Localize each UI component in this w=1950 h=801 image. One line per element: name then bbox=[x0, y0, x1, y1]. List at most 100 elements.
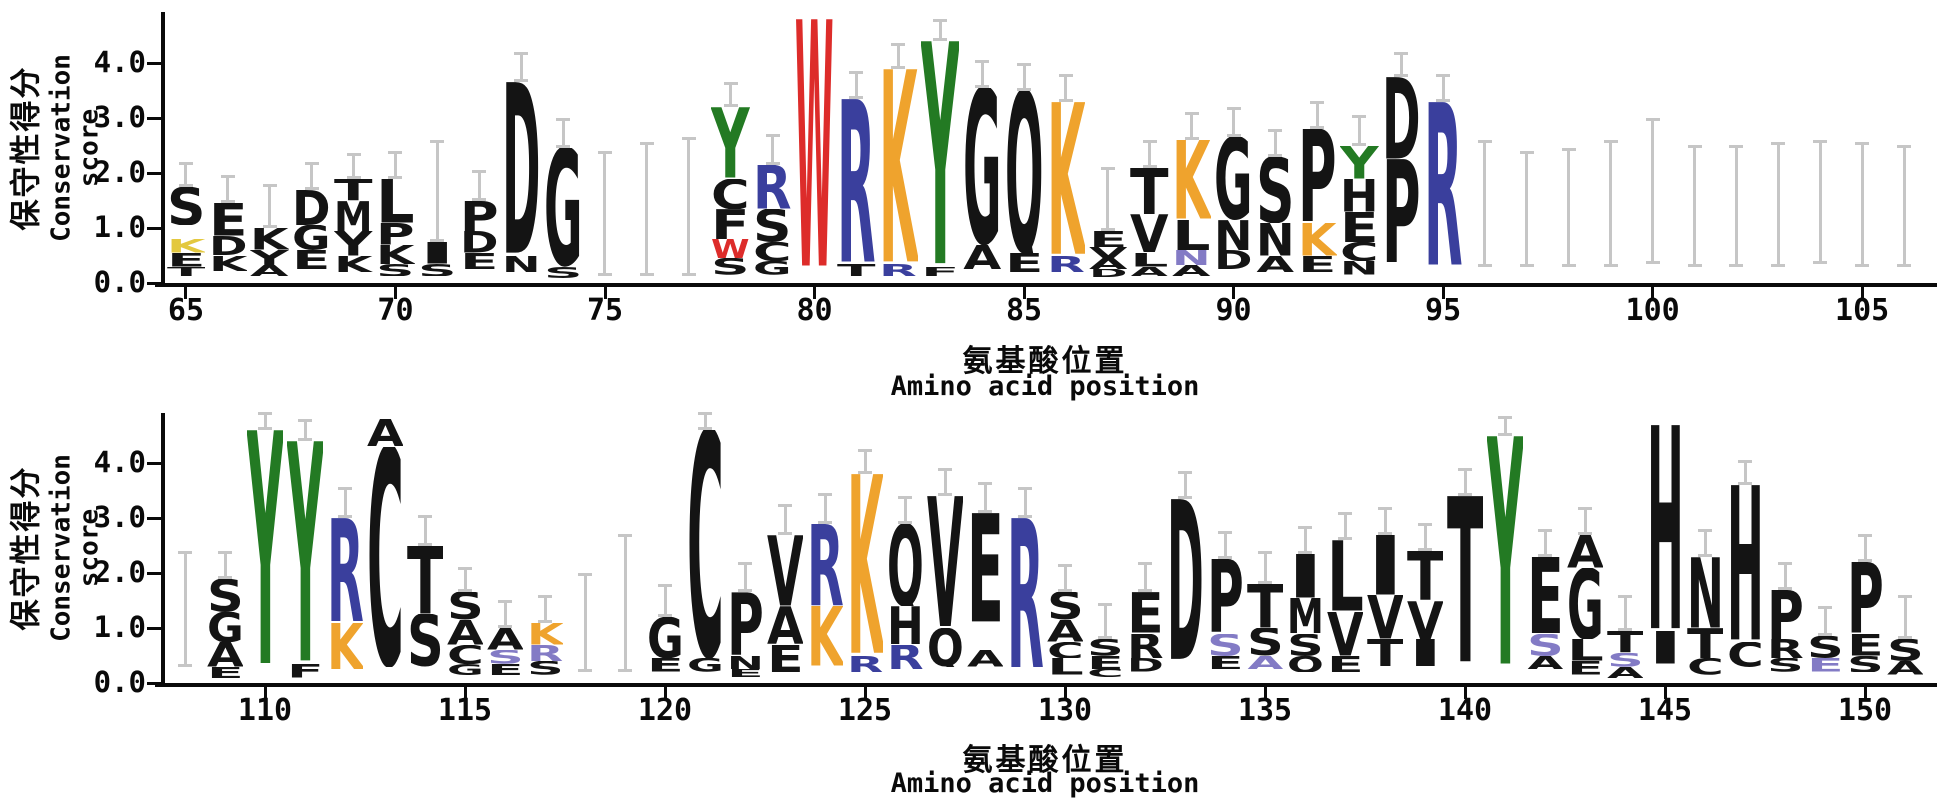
error-bar bbox=[1818, 605, 1832, 637]
logo-letter-Q: Q bbox=[1005, 91, 1044, 253]
y-axis-label-chinese: 保守性得分 bbox=[8, 65, 45, 231]
error-bar bbox=[1100, 167, 1115, 231]
svg-text:D: D bbox=[502, 82, 541, 255]
y-tick-label: 4.0 bbox=[93, 445, 146, 479]
svg-text:S: S bbox=[1287, 634, 1324, 656]
logo-column bbox=[668, 12, 710, 283]
logo-letter-S: S bbox=[376, 264, 415, 277]
x-tick bbox=[1232, 287, 1236, 299]
error-bar bbox=[1738, 459, 1752, 485]
error-bar bbox=[778, 503, 792, 535]
error-bar-stem bbox=[263, 414, 267, 427]
svg-text:I: I bbox=[1407, 639, 1444, 667]
error-bar bbox=[258, 411, 272, 430]
logo-letter-A: A bbox=[1887, 661, 1924, 675]
svg-text:H: H bbox=[1727, 485, 1764, 642]
error-bar bbox=[1561, 147, 1576, 267]
error-bar-stem bbox=[1303, 528, 1307, 551]
x-tick bbox=[1441, 287, 1445, 299]
logo-letter-N: N bbox=[727, 656, 764, 670]
svg-text:V: V bbox=[1327, 612, 1364, 656]
logo-letter-E: E bbox=[967, 513, 1004, 623]
logo-letter-L: L bbox=[1047, 658, 1084, 675]
logo-letter-E: E bbox=[1340, 212, 1379, 242]
logo-letter-Q: Q bbox=[887, 524, 924, 607]
logo-letter-E: E bbox=[1207, 656, 1244, 670]
error-bar bbox=[1058, 73, 1073, 102]
logo-letter-N: N bbox=[1687, 557, 1724, 629]
logo-letter-T: T bbox=[1447, 496, 1484, 664]
svg-text:D: D bbox=[1127, 658, 1164, 672]
error-bar-stem bbox=[1863, 537, 1867, 559]
svg-text:K: K bbox=[527, 623, 564, 645]
svg-text:Y: Y bbox=[287, 441, 324, 664]
error-bar bbox=[933, 18, 948, 41]
x-tick-label: 120 bbox=[637, 693, 693, 728]
error-bar bbox=[1687, 145, 1702, 267]
logo-letter-E: E bbox=[727, 669, 764, 677]
svg-text:V: V bbox=[927, 496, 964, 628]
logo-letter-R: R bbox=[1047, 256, 1086, 273]
logo-letter-W: W bbox=[795, 19, 834, 269]
svg-text:A: A bbox=[250, 265, 289, 276]
svg-text:A: A bbox=[1247, 656, 1284, 670]
svg-text:R: R bbox=[1767, 639, 1804, 658]
error-bar bbox=[1218, 531, 1232, 560]
svg-text:S: S bbox=[407, 614, 444, 666]
error-bar-stem bbox=[863, 451, 867, 471]
logo-letter-V: V bbox=[1089, 247, 1128, 258]
logo-letter-F: F bbox=[921, 267, 960, 277]
error-bar bbox=[858, 448, 872, 474]
logo-column bbox=[1548, 12, 1590, 283]
error-bar-stem bbox=[687, 139, 691, 274]
logo-letter-E: E bbox=[487, 664, 524, 675]
svg-text:L: L bbox=[376, 179, 415, 223]
error-bar-stem bbox=[583, 575, 587, 669]
error-bar bbox=[1058, 564, 1072, 593]
logo-letter-E: E bbox=[767, 645, 804, 673]
svg-text:H: H bbox=[1340, 179, 1379, 212]
logo-letter-D: D bbox=[1214, 250, 1253, 269]
error-bar bbox=[556, 117, 571, 149]
logo-letter-E: E bbox=[1298, 256, 1337, 273]
error-bar-stem bbox=[938, 21, 942, 38]
error-bar-stem bbox=[1583, 509, 1587, 532]
svg-text:T: T bbox=[167, 267, 206, 277]
logo-letter-S: S bbox=[1807, 636, 1844, 658]
error-bar bbox=[218, 550, 232, 579]
logo-letter-R: R bbox=[837, 99, 876, 264]
svg-text:P: P bbox=[460, 201, 499, 231]
svg-text:T: T bbox=[837, 264, 876, 277]
y-tick-label: 2.0 bbox=[93, 155, 146, 189]
error-bar-stem bbox=[603, 153, 607, 274]
logo-letter-C: C bbox=[1047, 642, 1084, 659]
svg-text:I: I bbox=[1287, 554, 1324, 598]
error-bar bbox=[1771, 142, 1786, 267]
error-bar bbox=[472, 169, 487, 201]
logo-letter-E: E bbox=[209, 203, 248, 236]
logo-letter-P: P bbox=[1207, 559, 1244, 633]
logo-column: D bbox=[1165, 413, 1205, 683]
svg-text:E: E bbox=[1087, 656, 1124, 670]
error-bar-stem bbox=[854, 73, 858, 96]
logo-letter-L: L bbox=[1130, 253, 1169, 267]
logo-letter-S: S bbox=[1767, 658, 1804, 672]
svg-text:R: R bbox=[753, 165, 792, 209]
svg-text:L: L bbox=[1172, 220, 1211, 250]
error-bar-stem bbox=[771, 137, 775, 162]
error-bar-stem bbox=[393, 153, 397, 176]
logo-letter-T: T bbox=[837, 264, 876, 277]
logo-column bbox=[1715, 12, 1757, 283]
error-bar-stem bbox=[1441, 76, 1445, 99]
x-tick bbox=[1651, 287, 1655, 299]
svg-text:F: F bbox=[287, 664, 324, 678]
y-axis bbox=[161, 413, 165, 683]
error-bar-stem bbox=[1343, 515, 1347, 537]
logo-letter-Y: Y bbox=[250, 250, 289, 265]
